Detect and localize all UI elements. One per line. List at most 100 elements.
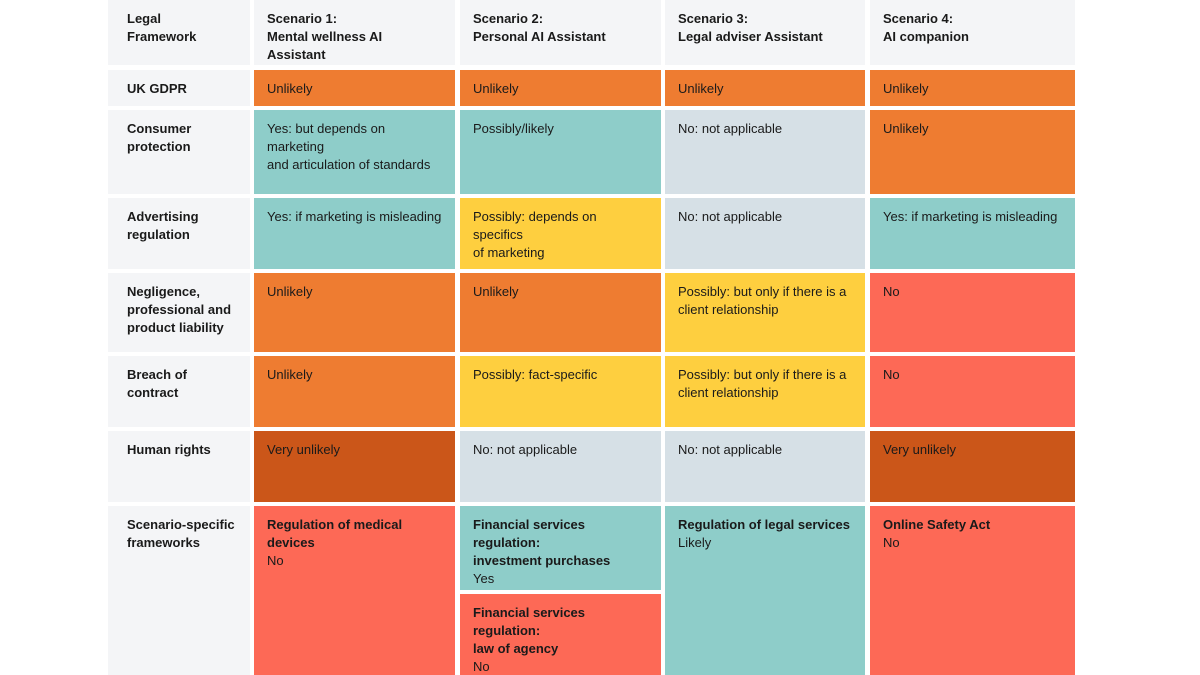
assessment-text: Yes: if marketing is misleading bbox=[267, 209, 442, 224]
assessment-text: Unlikely bbox=[678, 81, 724, 96]
header-framework: Legal Framework bbox=[108, 0, 250, 65]
header-scenario-3: Scenario 3: Legal adviser Assistant bbox=[665, 0, 865, 65]
assessment-text: No: not applicable bbox=[678, 121, 783, 136]
assessment-cell: Possibly: but only if there is a client r… bbox=[665, 356, 865, 427]
row-label-line: frameworks bbox=[127, 535, 200, 550]
assessment-cell: No: not applicable bbox=[665, 198, 865, 269]
assessment-cell: Unlikely bbox=[460, 70, 661, 106]
framework-title: investment purchases bbox=[473, 553, 611, 568]
scenario-title: Mental wellness AI Assistant bbox=[267, 29, 383, 62]
assessment-cell: No: not applicable bbox=[665, 431, 865, 502]
assessment-cell: Possibly: fact-specific bbox=[460, 356, 661, 427]
row-label: UK GDPR bbox=[108, 70, 250, 106]
assessment-text: client relationship bbox=[678, 302, 779, 317]
row-label-line: product liability bbox=[127, 320, 224, 335]
row-label-line: Consumer bbox=[127, 121, 192, 136]
framework-cell: Regulation of medical devices No bbox=[254, 506, 455, 675]
row-label-line: Breach of bbox=[127, 367, 187, 382]
assessment-text: Possibly/likely bbox=[473, 121, 554, 136]
row-label: Advertising regulation bbox=[108, 198, 250, 269]
assessment-text: Unlikely bbox=[883, 81, 929, 96]
row-label-line: Scenario-specific bbox=[127, 517, 235, 532]
row-label-line: professional and bbox=[127, 302, 232, 317]
row-label: Consumer protection bbox=[108, 110, 250, 194]
assessment-text: Unlikely bbox=[473, 81, 519, 96]
row-label-line: Advertising bbox=[127, 209, 199, 224]
assessment-cell: Unlikely bbox=[254, 273, 455, 352]
row-label-line: UK GDPR bbox=[127, 81, 187, 96]
assessment-cell: Unlikely bbox=[870, 110, 1075, 194]
header-scenario-4: Scenario 4: AI companion bbox=[870, 0, 1075, 65]
framework-value: No bbox=[267, 553, 284, 568]
assessment-cell: Unlikely bbox=[460, 273, 661, 352]
assessment-text: Possibly: fact-specific bbox=[473, 367, 598, 382]
scenario-title: Scenario 2: bbox=[473, 11, 544, 26]
assessment-text: Possibly: but only if there is a bbox=[678, 284, 847, 299]
assessment-cell: Unlikely bbox=[870, 70, 1075, 106]
assessment-cell: Yes: but depends on marketing and articul… bbox=[254, 110, 455, 194]
row-label: Scenario-specific frameworks bbox=[108, 506, 250, 675]
scenario-title: Legal adviser Assistant bbox=[678, 29, 823, 44]
row-label: Negligence, professional and product liabi… bbox=[108, 273, 250, 352]
assessment-text: Very unlikely bbox=[267, 442, 340, 457]
framework-cell: Financial services regulation: investment… bbox=[460, 506, 661, 590]
row-label-line: Negligence, bbox=[127, 284, 200, 299]
assessment-cell: Unlikely bbox=[254, 70, 455, 106]
assessment-text: Unlikely bbox=[267, 284, 313, 299]
scenario-title: Personal AI Assistant bbox=[473, 29, 606, 44]
framework-cell: Regulation of legal services Likely bbox=[665, 506, 865, 675]
framework-title: law of agency bbox=[473, 641, 559, 656]
scenario-title: Scenario 3: bbox=[678, 11, 749, 26]
framework-value: Likely bbox=[678, 535, 712, 550]
framework-cell: Online Safety Act No bbox=[870, 506, 1075, 675]
assessment-cell: Unlikely bbox=[665, 70, 865, 106]
framework-cell: Financial services regulation: law of age… bbox=[460, 594, 661, 675]
row-label: Breach of contract bbox=[108, 356, 250, 427]
row-label-line: Human rights bbox=[127, 442, 211, 457]
scenario-title: Scenario 4: bbox=[883, 11, 954, 26]
assessment-text: No bbox=[883, 284, 900, 299]
assessment-cell: Possibly: but only if there is a client r… bbox=[665, 273, 865, 352]
assessment-text: Unlikely bbox=[267, 81, 313, 96]
assessment-text: Yes: if marketing is misleading bbox=[883, 209, 1058, 224]
assessment-cell: Unlikely bbox=[254, 356, 455, 427]
assessment-text: Yes: but depends on marketing bbox=[267, 121, 386, 154]
assessment-cell: No: not applicable bbox=[665, 110, 865, 194]
scenario-title: Scenario 1: bbox=[267, 11, 338, 26]
row-label-line: regulation bbox=[127, 227, 190, 242]
assessment-text: Unlikely bbox=[267, 367, 313, 382]
row-label: Human rights bbox=[108, 431, 250, 502]
assessment-text: client relationship bbox=[678, 385, 779, 400]
assessment-cell: Very unlikely bbox=[870, 431, 1075, 502]
framework-value: No bbox=[473, 659, 490, 674]
assessment-text: Unlikely bbox=[473, 284, 519, 299]
assessment-text: No bbox=[883, 367, 900, 382]
framework-title: Regulation of legal services bbox=[678, 517, 850, 532]
assessment-text: No: not applicable bbox=[678, 209, 783, 224]
assessment-cell: No bbox=[870, 356, 1075, 427]
header-scenario-1: Scenario 1: Mental wellness AI Assistant bbox=[254, 0, 455, 65]
assessment-text: No: not applicable bbox=[473, 442, 578, 457]
assessment-text: of marketing bbox=[473, 245, 545, 260]
framework-title: Financial services regulation: bbox=[473, 605, 586, 638]
assessment-text: and articulation of standards bbox=[267, 157, 431, 172]
assessment-cell: Possibly/likely bbox=[460, 110, 661, 194]
assessment-text: Very unlikely bbox=[883, 442, 956, 457]
assessment-cell: Possibly: depends on specifics of marketi… bbox=[460, 198, 661, 269]
framework-title: Financial services regulation: bbox=[473, 517, 586, 550]
framework-title: devices bbox=[267, 535, 315, 550]
assessment-text: Possibly: depends on specifics bbox=[473, 209, 597, 242]
header-scenario-2: Scenario 2: Personal AI Assistant bbox=[460, 0, 661, 65]
framework-title: Online Safety Act bbox=[883, 517, 991, 532]
assessment-cell: No bbox=[870, 273, 1075, 352]
assessment-text: Possibly: but only if there is a bbox=[678, 367, 847, 382]
framework-value: No bbox=[883, 535, 900, 550]
framework-title: Regulation of medical bbox=[267, 517, 403, 532]
header-framework-label: Framework bbox=[127, 29, 197, 44]
assessment-cell: Very unlikely bbox=[254, 431, 455, 502]
row-label-line: protection bbox=[127, 139, 191, 154]
assessment-cell: No: not applicable bbox=[460, 431, 661, 502]
assessment-text: Unlikely bbox=[883, 121, 929, 136]
header-framework-label: Legal bbox=[127, 11, 161, 26]
